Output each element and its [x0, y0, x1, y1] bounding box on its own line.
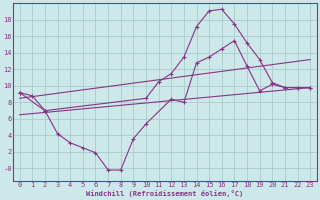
X-axis label: Windchill (Refroidissement éolien,°C): Windchill (Refroidissement éolien,°C) [86, 190, 244, 197]
